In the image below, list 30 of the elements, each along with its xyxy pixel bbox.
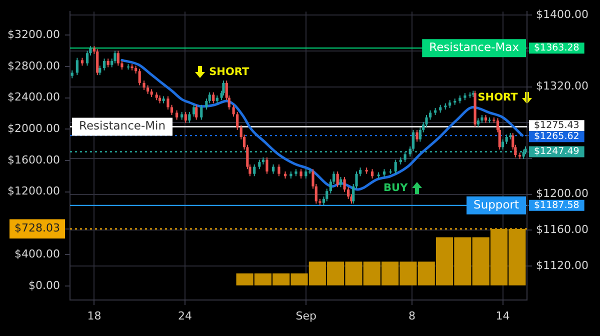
y-tick-label: $1200.00	[8, 184, 60, 198]
y-tick-label: $1600.00	[8, 153, 60, 166]
y-tick-label: $3200.00	[8, 28, 60, 41]
annotation: SHORT	[478, 91, 519, 104]
y-tick-label: $2800.00	[8, 59, 60, 72]
y-tick-label: $2400.00	[8, 90, 60, 104]
x-tick-label: Sep	[296, 309, 316, 322]
x-tick-label: 24	[178, 309, 192, 322]
y-tick-label: $400.00	[14, 247, 60, 260]
ref-line-label: Resistance-Min	[78, 118, 166, 133]
x-tick-label: 18	[87, 309, 102, 322]
y2-tick-label: $1320.00	[536, 80, 588, 93]
x-tick-label: 14	[496, 309, 510, 322]
y2-tick-label: $1265.62	[534, 131, 580, 142]
x-tick-label: 8	[408, 309, 416, 322]
y-tick-label: $728.03	[14, 222, 60, 235]
y2-tick-label: $1187.58	[534, 200, 580, 211]
ref-line-label: Resistance-Max	[429, 40, 520, 54]
y2-tick-label: $1120.00	[536, 258, 588, 272]
y2-tick-label: $1400.00	[536, 8, 588, 22]
y2-tick-label: $1363.28	[534, 42, 580, 54]
annotation: BUY	[384, 182, 408, 194]
y2-tick-label: $1247.49	[534, 146, 580, 158]
y-tick-label: $2000.00	[8, 122, 60, 136]
y2-tick-label: $1200.00	[536, 187, 588, 200]
y2-tick-label: $1275.43	[534, 120, 580, 132]
y-tick-label: $0.00	[28, 278, 60, 292]
y2-tick-label: $1160.00	[536, 223, 588, 236]
annotation: SHORT	[209, 66, 250, 78]
ref-line-label: Support	[474, 197, 520, 212]
